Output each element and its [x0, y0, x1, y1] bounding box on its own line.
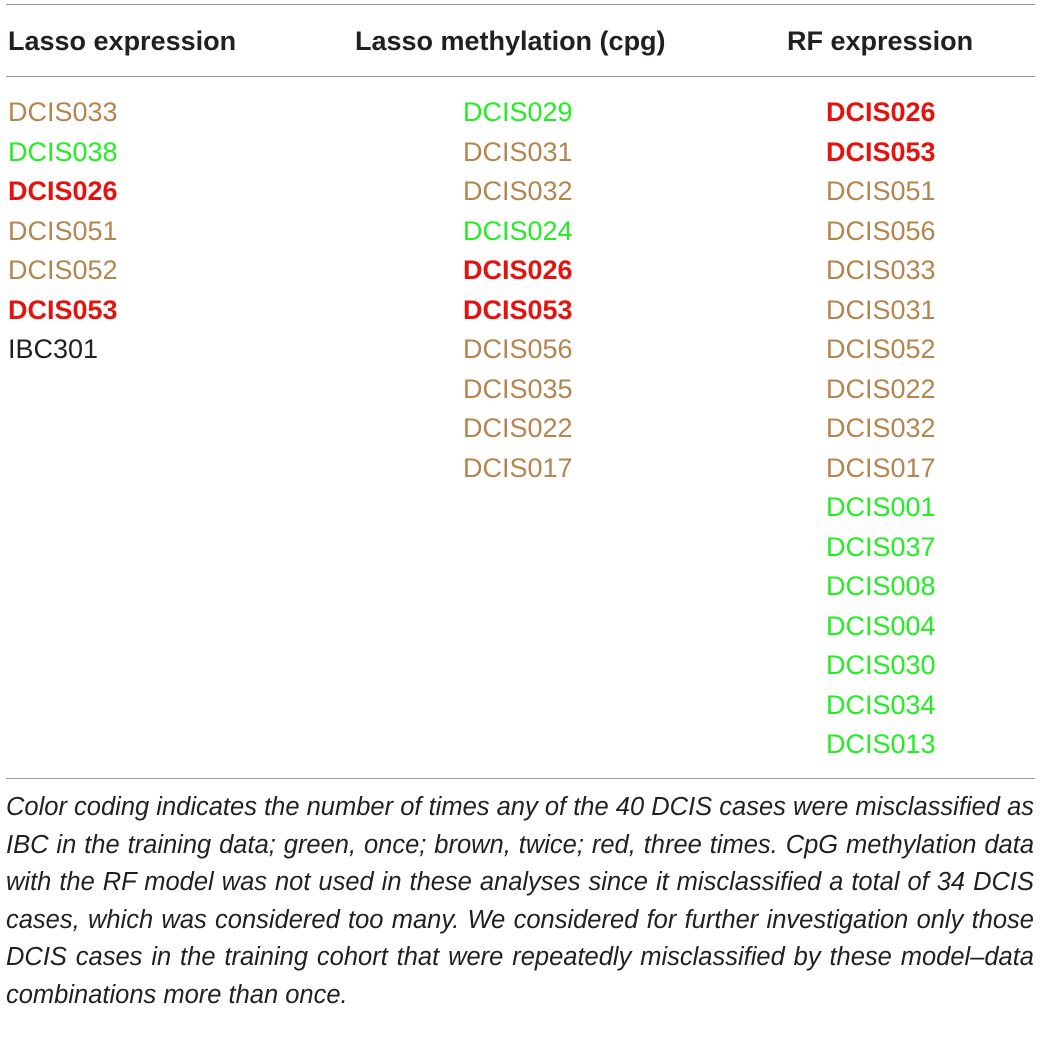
case-id: DCIS022 [463, 413, 573, 443]
header-rule [6, 76, 1035, 77]
column-lasso-methylation: DCIS029 DCIS031 DCIS032 DCIS024 DCIS026 DCIS0… [463, 93, 573, 488]
case-id: DCIS033 [826, 255, 936, 285]
case-id: DCIS038 [8, 136, 118, 167]
case-id: DCIS034 [826, 689, 936, 720]
case-id: DCIS051 [8, 215, 118, 246]
case-id: DCIS001 [826, 492, 936, 522]
table-top-rule [6, 4, 1035, 5]
case-id: DCIS026 [8, 176, 118, 206]
case-id: DCIS017 [826, 452, 936, 483]
case-id: DCIS017 [463, 452, 573, 483]
case-id: DCIS053 [8, 294, 118, 325]
case-id: DCIS029 [463, 97, 573, 127]
case-id: DCIS053 [463, 294, 573, 325]
case-id: DCIS031 [463, 136, 573, 167]
column-rf-expression: DCIS026 DCIS053 DCIS051 DCIS056 DCIS033 DCIS0… [826, 93, 936, 765]
case-id: DCIS008 [826, 571, 936, 601]
case-id: DCIS052 [826, 334, 936, 364]
case-id: DCIS004 [826, 610, 936, 641]
case-id: DCIS056 [463, 334, 573, 364]
table-bottom-rule [6, 778, 1035, 779]
case-id: DCIS033 [8, 97, 118, 127]
column-header-rf-expression: RF expression [787, 26, 974, 56]
case-id: DCIS035 [463, 373, 573, 404]
case-id: DCIS024 [463, 215, 573, 246]
column-header-lasso-methylation: Lasso methylation (cpg) [355, 26, 666, 56]
case-id: DCIS022 [826, 373, 936, 404]
case-id: DCIS056 [826, 215, 936, 246]
case-id: DCIS032 [463, 176, 573, 206]
case-id: DCIS052 [8, 255, 118, 285]
case-id: DCIS037 [826, 531, 936, 562]
case-id: DCIS051 [826, 176, 936, 206]
case-id: DCIS031 [826, 294, 936, 325]
case-id: IBC301 [8, 334, 99, 364]
case-id: DCIS032 [826, 413, 936, 443]
case-id: DCIS030 [826, 650, 936, 680]
column-header-lasso-expression: Lasso expression [8, 26, 237, 56]
case-id: DCIS026 [463, 255, 573, 285]
column-lasso-expression: DCIS033 DCIS038 DCIS026 DCIS051 DCIS052 DCIS0… [8, 93, 118, 370]
case-id: DCIS013 [826, 729, 936, 759]
table-footnote: Color coding indicates the number of tim… [6, 793, 1034, 1009]
case-id: DCIS026 [826, 97, 936, 127]
case-id: DCIS053 [826, 136, 936, 167]
